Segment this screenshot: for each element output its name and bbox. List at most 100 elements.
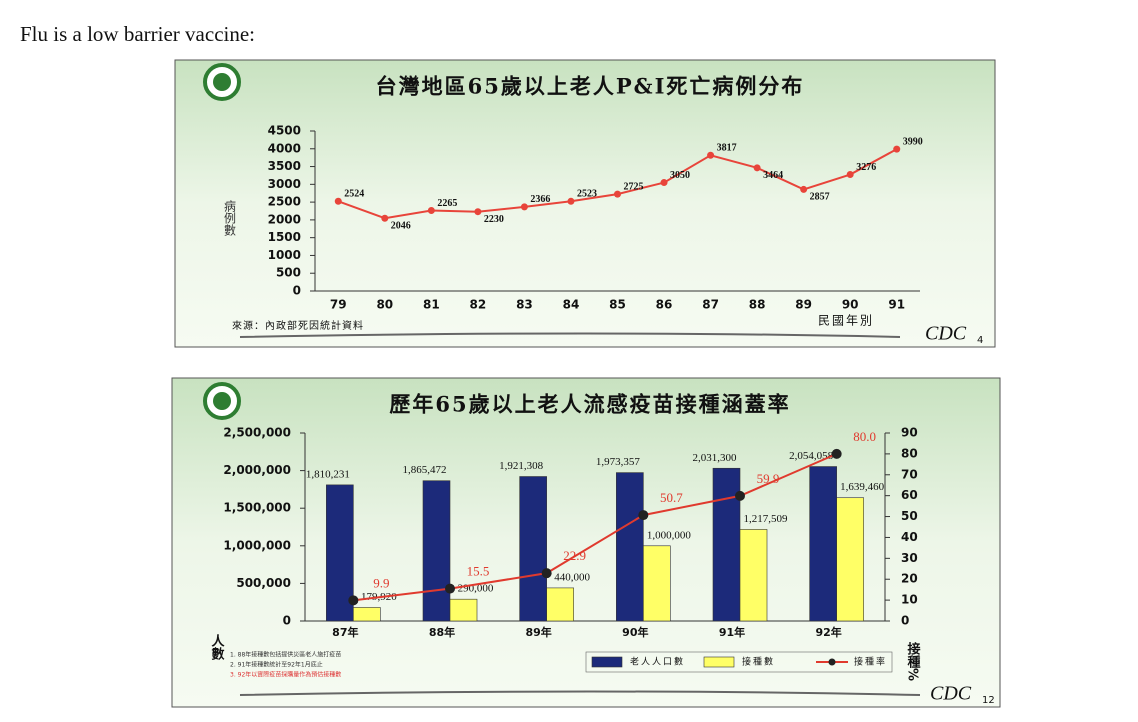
data-label: 1,865,472 xyxy=(403,464,447,476)
point xyxy=(707,151,715,159)
point xyxy=(614,190,621,198)
y-tick-label: 4000 xyxy=(268,141,301,155)
y2-tick-label: 40 xyxy=(901,530,918,544)
y-tick-label: 1000 xyxy=(268,248,301,262)
point xyxy=(753,164,761,172)
y2-tick-label: 30 xyxy=(901,551,918,565)
bar xyxy=(449,598,478,622)
data-label: 1,639,460 xyxy=(840,481,885,493)
x-tick-label: 91 xyxy=(888,298,905,312)
data-label: 1,921,308 xyxy=(499,460,544,472)
note: 2. 91年接種數統計至92年1月底止 xyxy=(230,661,323,669)
y2-tick-label: 10 xyxy=(901,593,918,607)
rate-point xyxy=(831,448,842,459)
point xyxy=(846,171,854,179)
logo-text: CDC xyxy=(930,683,972,705)
point xyxy=(567,197,575,205)
slide-frame xyxy=(174,59,996,348)
rule xyxy=(239,332,901,338)
data-label: 1,810,231 xyxy=(306,468,350,480)
data-label: 3464 xyxy=(763,170,783,181)
y-tick-label: 500 xyxy=(276,266,301,280)
data-label: 2,054,058 xyxy=(789,450,834,462)
y2-tick-label: 80 xyxy=(901,446,918,460)
point xyxy=(474,208,482,216)
bar xyxy=(643,545,671,622)
logo xyxy=(203,63,241,420)
y-tick-label: 500,000 xyxy=(236,576,291,590)
legend-label: 接種數 xyxy=(742,656,775,668)
y2-tick-label: 90 xyxy=(901,426,918,440)
rate-point xyxy=(348,595,359,606)
page-number: 4 xyxy=(977,335,983,346)
legend-swatch xyxy=(703,656,735,668)
x-tick-label: 91年 xyxy=(719,625,745,639)
point xyxy=(800,185,808,193)
data-label: 3276 xyxy=(856,162,876,173)
data-label: 440,000 xyxy=(554,571,590,583)
x-tick-label: 79 xyxy=(330,298,347,312)
x-tick-label: 80 xyxy=(376,298,393,312)
y2-tick-label: 20 xyxy=(901,572,918,586)
bar xyxy=(836,497,864,622)
data-label: 2046 xyxy=(391,221,411,232)
y-tick-label: 3500 xyxy=(268,159,301,173)
bar xyxy=(809,466,837,622)
rate-point xyxy=(638,510,649,521)
data-label: 3990 xyxy=(903,136,923,147)
y-axis-label: 人數 xyxy=(209,633,225,661)
bar xyxy=(712,467,741,622)
rate-point xyxy=(445,583,455,594)
y-axis-label: 病例數 xyxy=(223,199,237,237)
y2-tick-label: 60 xyxy=(901,488,918,502)
data-label: 80.0 xyxy=(853,429,876,444)
source: 來源：內政部死因統計資料 xyxy=(232,319,364,332)
x-axis-label: 民國年別 xyxy=(818,314,874,328)
x-tick-label: 84 xyxy=(563,298,580,312)
rate-line xyxy=(353,452,838,602)
bar xyxy=(519,476,547,622)
data-label: 2523 xyxy=(577,189,597,200)
y2-tick-label: 70 xyxy=(901,467,918,481)
note: 3. 92年以實際疫苗採購量作為預估接種數 xyxy=(230,671,341,679)
rate-point xyxy=(735,490,745,501)
data-label: 15.5 xyxy=(467,564,490,579)
note: 1. 88年接種數包括提供災區老人施打疫苗 xyxy=(230,651,341,659)
y-tick-label: 1,000,000 xyxy=(223,538,291,552)
y2-tick-label: 50 xyxy=(901,509,918,523)
y-tick-label: 2500 xyxy=(268,195,301,209)
y-tick-label: 4500 xyxy=(268,124,301,138)
point xyxy=(660,179,668,187)
bar xyxy=(422,480,451,622)
rule xyxy=(239,690,921,696)
data-label: 3817 xyxy=(717,143,737,154)
chart-title: 台灣地區65歲以上老人P&I死亡病例分布 xyxy=(376,74,805,99)
logo-text: CDC xyxy=(925,323,967,345)
data-label: 2,031,300 xyxy=(693,452,738,464)
data-label: 1,973,357 xyxy=(596,456,641,468)
y-tick-label: 1500 xyxy=(268,230,301,244)
x-tick-label: 86 xyxy=(656,298,673,312)
x-tick-label: 90年 xyxy=(622,625,648,639)
legend-label: 接種率 xyxy=(854,656,887,668)
data-label: 2725 xyxy=(624,181,644,192)
legend-frame xyxy=(585,651,893,673)
rate-point xyxy=(541,568,552,579)
data-label: 3050 xyxy=(670,170,690,181)
x-tick-label: 88 xyxy=(749,298,766,312)
data-label: 2524 xyxy=(344,189,364,200)
page-number: 12 xyxy=(982,695,995,706)
data-label: 50.7 xyxy=(660,490,683,505)
legend-swatch xyxy=(828,658,836,666)
data-label: 1,217,509 xyxy=(744,513,789,525)
bar xyxy=(546,587,574,622)
y-tick-label: 0 xyxy=(283,614,291,628)
x-tick-label: 89 xyxy=(795,298,812,312)
legend-swatch xyxy=(591,656,623,668)
y-tick-label: 2,500,000 xyxy=(223,426,291,440)
bar xyxy=(616,472,644,622)
point xyxy=(520,203,528,211)
data-label: 22.9 xyxy=(563,548,586,563)
x-tick-label: 88年 xyxy=(429,625,455,639)
legend-label: 老人人口數 xyxy=(630,656,685,668)
